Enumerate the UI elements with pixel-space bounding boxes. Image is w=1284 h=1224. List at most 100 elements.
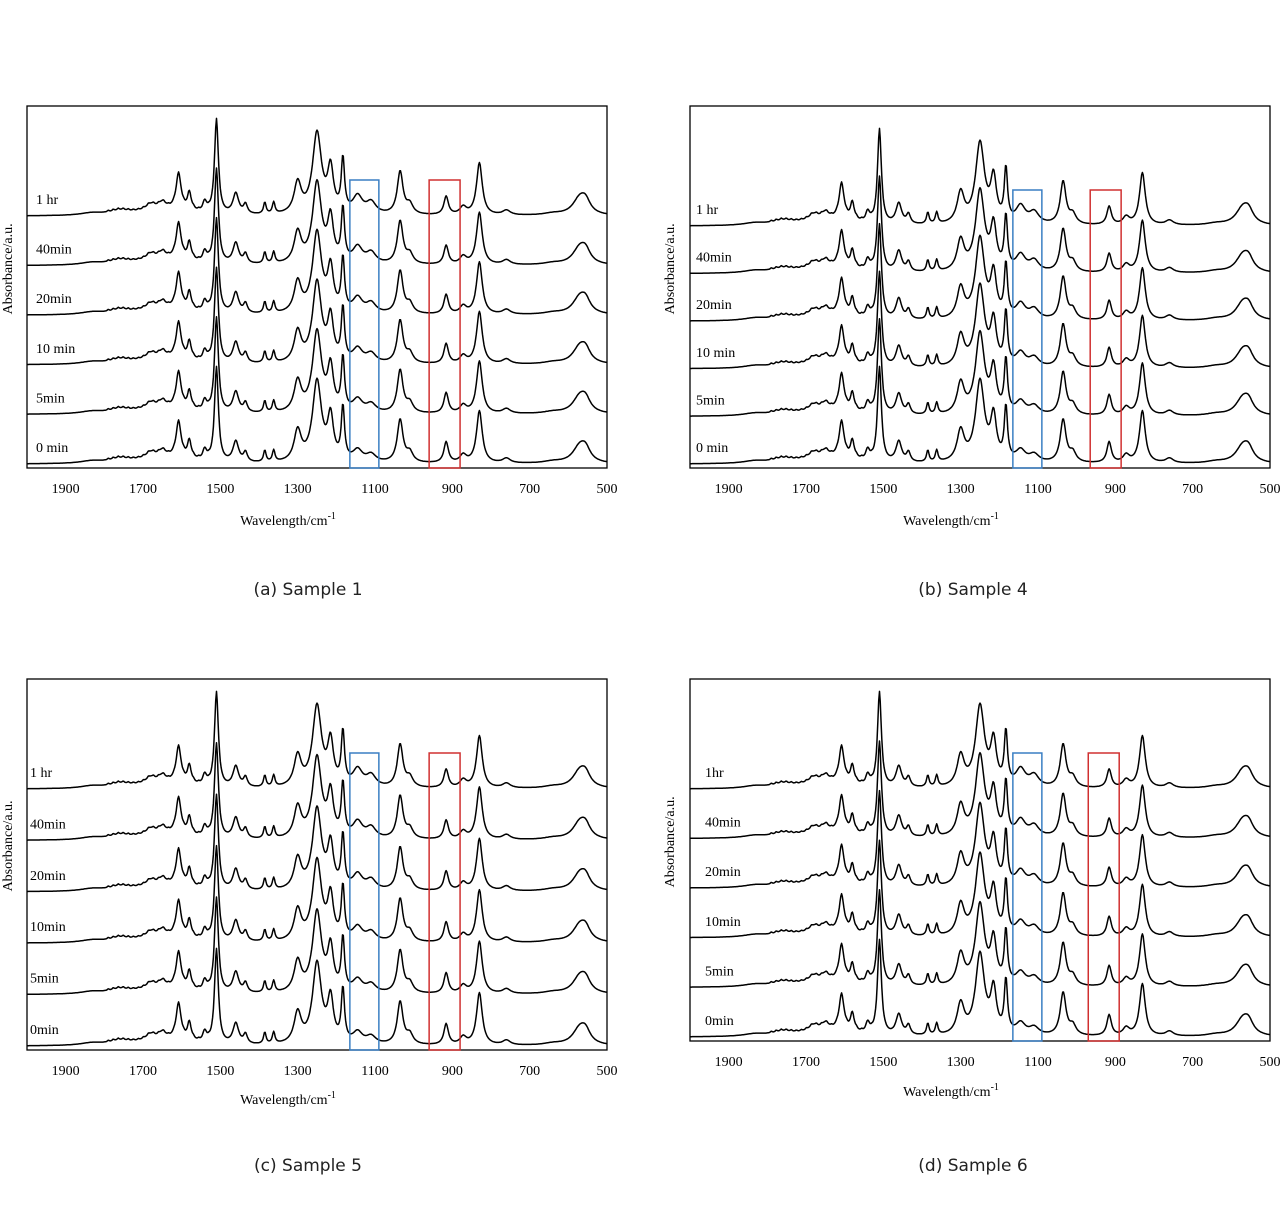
series-label-5: 1 hr [30, 766, 53, 781]
spectrum-line-1 [27, 316, 607, 415]
x-tick-label-0: 1900 [715, 482, 743, 497]
series-label-5: 1 hr [36, 193, 59, 208]
x-tick-label-6: 700 [519, 1064, 540, 1079]
spectrum-line-2 [690, 839, 1270, 939]
x-tick-label-1: 1700 [129, 1064, 157, 1079]
x-tick-label-6: 700 [519, 482, 540, 497]
spectrum-line-1 [27, 896, 607, 996]
y-axis-label: Absorbance/a.u. [663, 796, 678, 887]
x-tick-label-4: 1100 [1024, 1055, 1051, 1070]
spectrum-line-5 [27, 117, 607, 217]
x-tick-label-1: 1700 [792, 482, 820, 497]
x-tick-label-2: 1500 [869, 1055, 897, 1070]
plot-frame [26, 105, 608, 469]
spectrum-line-0 [690, 938, 1270, 1038]
series-label-4: 40min [696, 251, 732, 266]
x-tick-label-7: 500 [597, 482, 618, 497]
x-tick-label-0: 1900 [52, 1064, 80, 1079]
series-label-3: 20min [696, 298, 732, 313]
highlight-box-red [1089, 189, 1122, 469]
x-tick-label-4: 1100 [361, 1064, 388, 1079]
spectrum-line-0 [690, 365, 1270, 465]
series-label-1: 5min [30, 972, 59, 987]
spectrum-line-2 [690, 270, 1270, 370]
x-tick-label-3: 1300 [947, 1055, 975, 1070]
spectrum-line-0 [27, 365, 607, 465]
spectrum-line-3 [27, 793, 607, 893]
x-tick-label-5: 900 [1105, 482, 1126, 497]
spectrum-line-5 [690, 127, 1270, 227]
x-tick-label-4: 1100 [361, 482, 388, 497]
series-label-0: 0 min [696, 441, 728, 456]
x-tick-label-0: 1900 [715, 1055, 743, 1070]
caption-sample-4: (b) Sample 4 [918, 580, 1028, 600]
x-axis-label: Wavelength/cm-1 [240, 511, 336, 529]
spectrum-line-5 [27, 690, 607, 790]
plot-frame [689, 105, 1271, 469]
series-label-4: 40min [30, 817, 66, 832]
x-tick-label-0: 1900 [52, 482, 80, 497]
x-axis-label: Wavelength/cm-1 [903, 511, 999, 529]
series-label-0: 0min [30, 1023, 59, 1038]
y-axis-label: Absorbance/a.u. [1, 800, 16, 891]
spectrum-line-3 [690, 222, 1270, 322]
x-tick-label-6: 700 [1182, 482, 1203, 497]
series-label-1: 5min [705, 964, 734, 979]
highlight-box-blue [1012, 189, 1043, 469]
x-tick-label-6: 700 [1182, 1055, 1203, 1070]
spectrum-line-2 [27, 844, 607, 944]
series-label-2: 10 min [36, 342, 75, 357]
series-label-3: 20min [30, 869, 66, 884]
x-tick-label-2: 1500 [206, 1064, 234, 1079]
x-tick-label-2: 1500 [869, 482, 897, 497]
spectrum-line-4 [690, 740, 1270, 840]
caption-sample-5: (c) Sample 5 [254, 1156, 362, 1176]
series-label-0: 0min [705, 1014, 734, 1029]
series-label-2: 10min [30, 920, 66, 935]
caption-sample-1: (a) Sample 1 [253, 580, 363, 600]
series-label-4: 40min [36, 243, 72, 258]
x-tick-label-5: 900 [442, 1064, 463, 1079]
x-tick-label-7: 500 [1260, 482, 1281, 497]
highlight-box-blue [349, 179, 380, 469]
series-label-5: 1 hr [696, 203, 719, 218]
spectrum-line-5 [690, 690, 1270, 790]
plot-frame [26, 678, 608, 1051]
x-tick-label-3: 1300 [947, 482, 975, 497]
highlight-box-red [1087, 752, 1120, 1042]
spectrum-line-1 [690, 318, 1270, 417]
spectrum-line-4 [27, 167, 607, 267]
x-axis-label: Wavelength/cm-1 [903, 1082, 999, 1100]
plot-frame [689, 678, 1271, 1042]
spectrum-line-3 [27, 216, 607, 316]
highlight-box-blue [349, 752, 380, 1051]
series-label-1: 5min [696, 393, 725, 408]
y-axis-label: Absorbance/a.u. [1, 223, 16, 314]
series-label-2: 10min [705, 915, 741, 930]
highlight-box-red [428, 752, 461, 1051]
spectrum-line-4 [690, 175, 1270, 275]
series-label-0: 0 min [36, 441, 68, 456]
x-tick-label-2: 1500 [206, 482, 234, 497]
spectrum-line-4 [27, 742, 607, 841]
x-tick-label-7: 500 [1260, 1055, 1281, 1070]
x-tick-label-1: 1700 [792, 1055, 820, 1070]
y-axis-label: Absorbance/a.u. [663, 223, 678, 314]
x-tick-label-3: 1300 [284, 482, 312, 497]
spectrum-line-1 [690, 889, 1270, 988]
x-tick-label-1: 1700 [129, 482, 157, 497]
x-tick-label-5: 900 [1105, 1055, 1126, 1070]
series-label-1: 5min [36, 391, 65, 406]
x-tick-label-5: 900 [442, 482, 463, 497]
series-label-2: 10 min [696, 346, 735, 361]
spectrum-line-3 [690, 789, 1270, 889]
series-label-3: 20min [36, 292, 72, 307]
x-tick-label-3: 1300 [284, 1064, 312, 1079]
